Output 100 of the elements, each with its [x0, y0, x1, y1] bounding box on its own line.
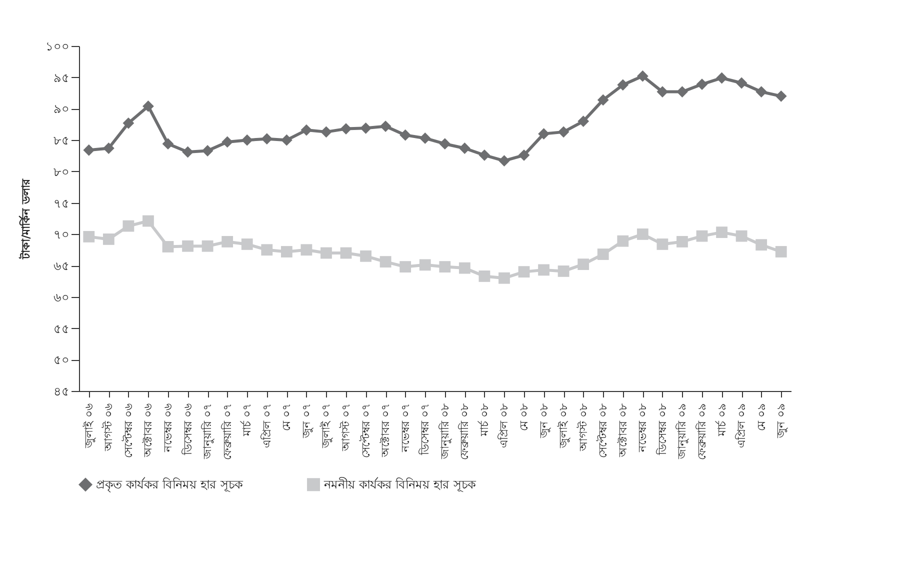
- point: [458, 142, 470, 154]
- point: [498, 155, 510, 166]
- point: [478, 149, 490, 161]
- x-tick-label: নভেম্বর ০৭: [398, 404, 412, 453]
- point: [518, 149, 530, 161]
- point: [756, 239, 768, 251]
- point: [241, 238, 253, 250]
- x-tick-label: জানুয়ারি ০৮: [438, 404, 452, 460]
- legend-label: নমনীয় কার্যকর বিনিময় হার সূচক: [323, 478, 476, 493]
- point: [419, 132, 431, 144]
- point: [636, 70, 648, 82]
- point: [617, 79, 629, 91]
- point: [202, 145, 214, 156]
- point: [756, 86, 768, 98]
- point: [656, 238, 668, 250]
- point: [597, 94, 609, 106]
- x-tick-label: জুলাই ০৬: [82, 404, 96, 449]
- point: [182, 146, 194, 158]
- point: [380, 256, 392, 268]
- point: [558, 126, 570, 138]
- y-tick-label: ৬০: [54, 290, 70, 304]
- x-tick-label: জুন ০৭: [300, 404, 313, 439]
- point: [775, 246, 787, 258]
- point: [617, 235, 629, 247]
- x-tick-label: অক্টোবর ০৮: [616, 404, 630, 458]
- x-tick-label: এপ্রিল ০৯: [735, 404, 748, 448]
- x-tick-label: এপ্রিল ০৮: [498, 404, 511, 448]
- point: [439, 261, 451, 272]
- x-tick-label: জুন ০৯: [774, 404, 788, 439]
- x-tick-label: আগস্ট ০৭: [340, 404, 352, 452]
- point: [182, 240, 194, 252]
- x-tick-label: ফেব্রুয়ারি ০৯: [696, 404, 708, 460]
- point: [83, 230, 95, 242]
- x-tick-label: ফেব্রুয়ারি ০৮: [458, 404, 472, 460]
- x-tick-label: ডিসেম্বর ০৮: [656, 404, 669, 456]
- point: [320, 126, 332, 138]
- y-tick-label: ৯০: [54, 102, 70, 116]
- point: [498, 272, 510, 284]
- y-tick-label: ৬৫: [54, 259, 70, 274]
- y-tick-label: ৮৫: [54, 134, 70, 148]
- x-tick-label: মার্চ ০৯: [715, 404, 728, 437]
- point: [558, 265, 570, 277]
- x-tick-label: জানুয়ারি ০৯: [676, 404, 689, 460]
- point: [202, 240, 214, 252]
- y-tick-label: ১০০: [46, 40, 70, 54]
- point: [400, 129, 412, 141]
- point: [300, 244, 312, 256]
- point: [142, 215, 154, 227]
- point: [222, 236, 234, 248]
- point: [736, 77, 748, 89]
- point: [162, 138, 174, 150]
- x-tick-label: সেপ্টেম্বর ০৮: [596, 404, 610, 458]
- point: [102, 234, 114, 245]
- x-tick-label: এপ্রিল ০৭: [260, 404, 274, 448]
- x-tick-label: জুলাই ০৭: [320, 404, 333, 449]
- point: [716, 226, 728, 238]
- point: [676, 236, 688, 248]
- point: [340, 247, 352, 259]
- y-tick-label: ৭০: [54, 228, 70, 242]
- point: [261, 133, 273, 145]
- point: [280, 246, 292, 258]
- y-tick-label: ৭৫: [54, 196, 70, 210]
- point: [419, 259, 431, 271]
- point: [656, 86, 668, 98]
- point: [400, 261, 412, 272]
- x-tick-label: মে ০৭: [280, 404, 294, 431]
- y-axis-title: টাকা/মার্কিন ডলার: [18, 178, 32, 260]
- x-tick-label: জানুয়ারি ০৭: [201, 404, 214, 460]
- point: [696, 78, 708, 90]
- point: [360, 122, 372, 134]
- x-tick-label: মে ০৯: [754, 404, 768, 431]
- x-tick-label: আগস্ট ০৮: [576, 404, 590, 452]
- x-tick-label: মে ০৮: [518, 404, 530, 431]
- point: [261, 244, 273, 256]
- point: [142, 100, 154, 112]
- point: [458, 262, 470, 274]
- y-tick-label: ৪৫: [54, 384, 70, 398]
- x-tick-label: মার্চ ০৮: [478, 404, 491, 437]
- point: [696, 230, 708, 242]
- point: [478, 270, 490, 282]
- x-tick-label: জুলাই ০৮: [557, 404, 570, 449]
- x-tick-label: ডিসেম্বর ০৬: [181, 404, 194, 456]
- point: [222, 136, 234, 148]
- x-tick-label: ডিসেম্বর ০৭: [418, 404, 432, 456]
- point: [162, 241, 174, 252]
- point: [320, 247, 332, 259]
- point: [518, 266, 530, 278]
- y-tick-label: ৫০: [54, 353, 70, 368]
- x-tick-label: জুন ০৮: [537, 404, 550, 439]
- x-tick-label: মার্চ ০৭: [240, 404, 254, 437]
- point: [340, 123, 352, 134]
- y-tick-label: ৮০: [54, 164, 70, 179]
- point: [300, 124, 312, 136]
- point: [102, 142, 114, 154]
- point: [280, 134, 292, 146]
- point: [736, 230, 748, 242]
- point: [538, 128, 550, 140]
- point: [380, 120, 392, 132]
- point: [360, 250, 372, 262]
- point: [538, 264, 550, 276]
